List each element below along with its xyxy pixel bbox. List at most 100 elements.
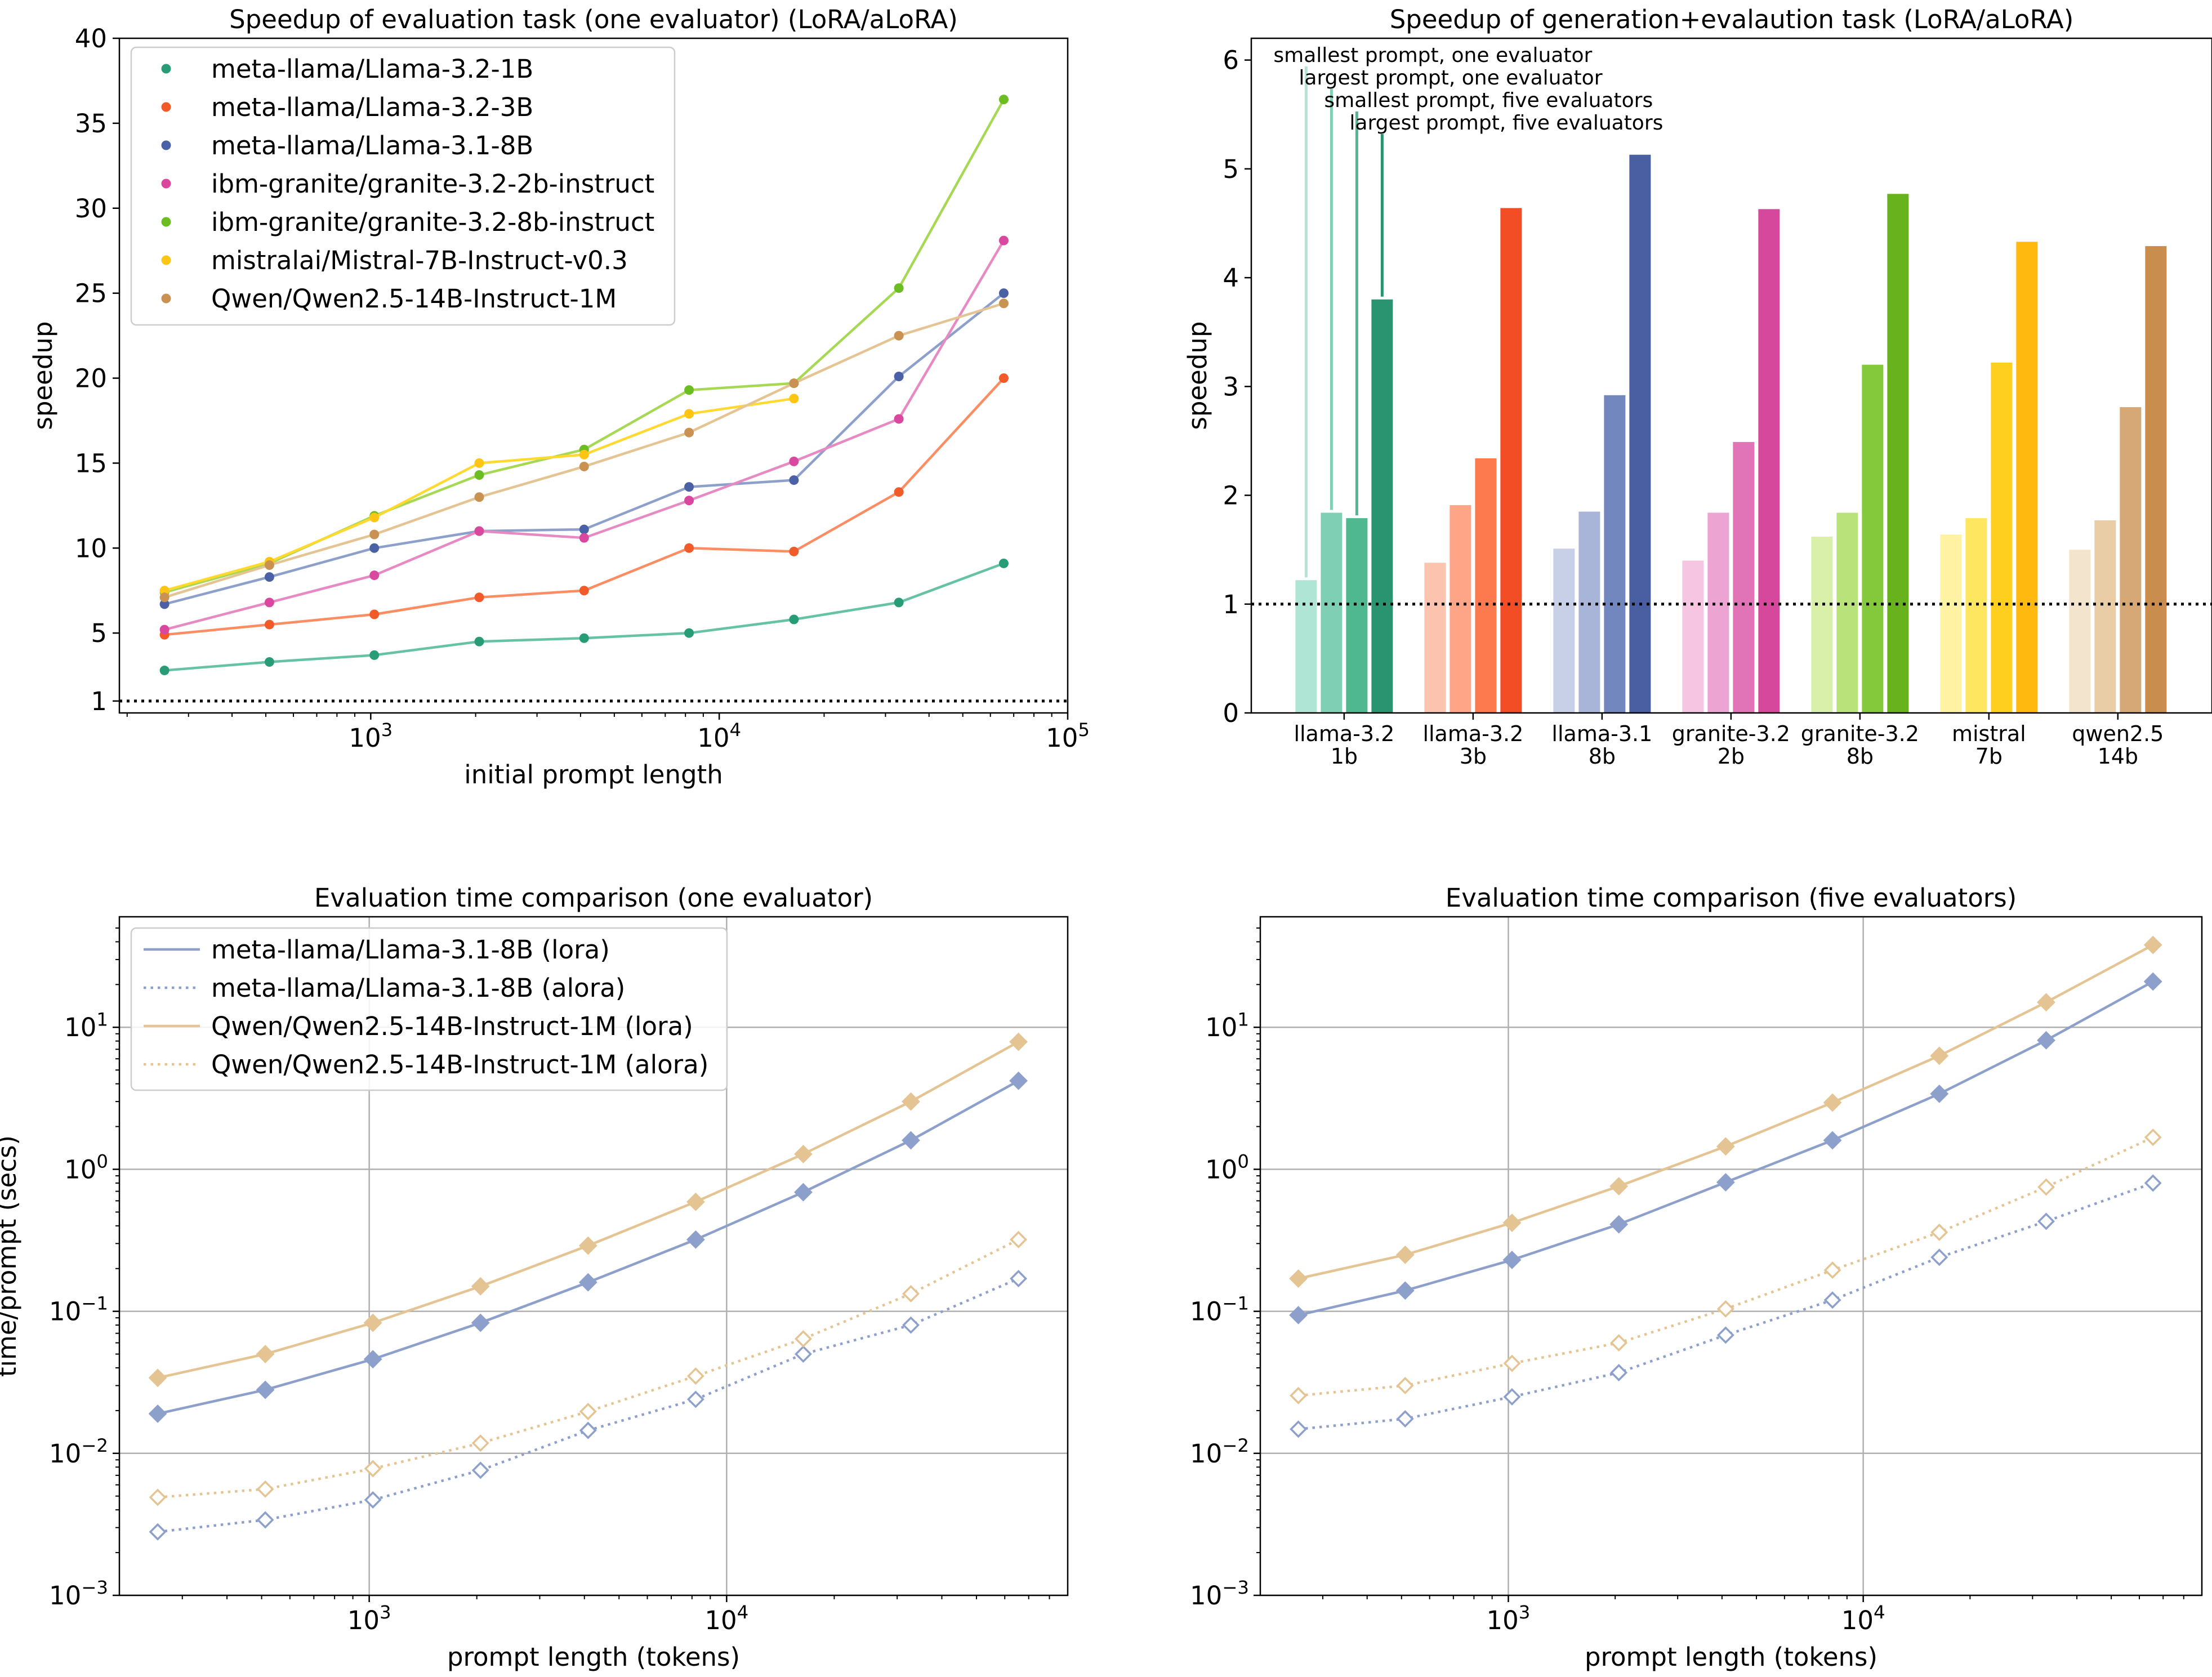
data-point — [264, 657, 274, 667]
y-axis-label: time/prompt (secs) — [0, 1135, 22, 1377]
data-point — [159, 599, 170, 609]
y-tick-label: 4 — [1223, 263, 1239, 293]
y-tick-label: 0 — [1223, 698, 1239, 728]
x-tick-label-exponent: 3 — [1519, 1602, 1531, 1623]
data-point — [264, 597, 274, 608]
data-point — [363, 1313, 382, 1332]
series-1 — [149, 1270, 1028, 1541]
bar — [1450, 505, 1471, 713]
data-point — [474, 636, 484, 646]
data-point — [2037, 1031, 2055, 1050]
y-tick-label: 30 — [75, 194, 107, 224]
y-tick-label: 100 — [1205, 1151, 1249, 1185]
data-point — [1823, 1131, 1842, 1150]
data-point — [894, 414, 904, 424]
data-point — [789, 378, 799, 389]
data-point — [686, 1230, 705, 1249]
legend-entry: Qwen/Qwen2.5-14B-Instruct-1M (lora) — [144, 1011, 693, 1041]
data-point — [474, 458, 484, 468]
panel-title: Evaluation time comparison (five evaluat… — [1446, 883, 2017, 913]
x-tick-label: 103 — [1487, 1602, 1531, 1635]
data-point — [1716, 1137, 1735, 1156]
y-tick-label-base: 10 — [49, 1439, 81, 1469]
series-1 — [159, 373, 1009, 640]
x-tick-label: 104 — [697, 719, 741, 753]
y-tick-label: 100 — [64, 1151, 108, 1185]
y-tick-label-base: 10 — [1190, 1581, 1222, 1611]
x-tick-label: 104 — [1841, 1602, 1885, 1635]
data-point — [998, 558, 1009, 568]
data-point — [1716, 1173, 1735, 1192]
bar — [2069, 550, 2091, 713]
y-tick-label: 1 — [1223, 590, 1239, 619]
bar — [1682, 560, 1704, 713]
x-tick-label-line1: llama-3.2 — [1422, 721, 1523, 746]
data-point — [579, 586, 589, 596]
data-point — [1010, 1230, 1028, 1248]
series-2 — [159, 288, 1009, 609]
data-point — [578, 1236, 597, 1255]
series-3 — [1290, 1129, 2162, 1404]
bar-annotation: largest prompt, one evaluator — [1299, 66, 1603, 510]
data-point — [1289, 1305, 1308, 1324]
y-tick-label-exponent: −2 — [81, 1435, 108, 1456]
data-point — [1009, 1032, 1028, 1051]
legend-entry: meta-llama/Llama-3.1-8B (lora) — [144, 935, 610, 965]
axes-frame — [118, 916, 1069, 1596]
data-point — [148, 1404, 167, 1423]
data-point — [1395, 1281, 1415, 1300]
bar — [1346, 518, 1368, 713]
data-point — [1716, 1326, 1734, 1344]
y-tick-label: 6 — [1223, 46, 1239, 75]
data-point — [369, 609, 380, 619]
data-point — [1503, 1354, 1521, 1372]
x-tick-label: 103 — [347, 1602, 391, 1635]
x-tick-label-exponent: 3 — [380, 1602, 391, 1623]
y-tick-label-base: 10 — [49, 1297, 81, 1327]
y-tick-label-exponent: −3 — [1222, 1577, 1249, 1598]
y-tick-label-exponent: −3 — [81, 1577, 108, 1598]
bar — [1811, 536, 1833, 713]
bar — [2016, 242, 2038, 713]
bar — [2120, 407, 2142, 713]
y-tick-label: 35 — [75, 109, 107, 139]
x-tick-label: granite-3.2 8b — [1801, 721, 1919, 769]
y-tick-label-base: 10 — [1205, 1013, 1237, 1042]
data-point — [363, 1350, 382, 1369]
data-point — [1395, 1245, 1415, 1264]
panel-title: Evaluation time comparison (one evaluato… — [314, 883, 873, 913]
legend-marker — [161, 102, 171, 112]
legend-label: Qwen/Qwen2.5-14B-Instruct-1M (lora) — [211, 1011, 693, 1041]
y-tick-label: 20 — [75, 364, 107, 394]
x-tick-label-base: 10 — [347, 1605, 380, 1635]
data-point — [1609, 1177, 1629, 1196]
x-tick-label: granite-3.2 2b — [1672, 721, 1790, 769]
y-tick-label: 10−1 — [1190, 1293, 1249, 1327]
data-point — [684, 628, 694, 638]
y-tick-label-base: 10 — [49, 1581, 81, 1611]
bar — [1733, 441, 1755, 713]
data-point — [1609, 1215, 1629, 1234]
bar-annotation: smallest prompt, one evaluator — [1273, 44, 1593, 578]
legend-marker — [161, 179, 171, 189]
y-tick-label-exponent: 0 — [1237, 1151, 1249, 1172]
bar-annotation: largest prompt, five evaluators — [1349, 111, 1663, 297]
legend-entry: Qwen/Qwen2.5-14B-Instruct-1M (alora) — [144, 1050, 708, 1080]
legend-box — [130, 927, 728, 1091]
x-tick-label-base: 10 — [1046, 723, 1078, 753]
data-point — [1610, 1364, 1628, 1381]
legend-marker — [161, 293, 171, 304]
bar — [1604, 395, 1626, 713]
x-tick-label: llama-3.2 3b — [1422, 721, 1523, 769]
data-point — [578, 1273, 597, 1292]
data-point — [579, 633, 589, 643]
series-2 — [1289, 935, 2162, 1288]
data-point — [369, 650, 380, 660]
data-point — [471, 1313, 490, 1332]
bar-annotation: smallest prompt, five evaluators — [1324, 89, 1653, 516]
data-point — [149, 1488, 167, 1506]
y-tick-label-base: 10 — [64, 1154, 96, 1184]
